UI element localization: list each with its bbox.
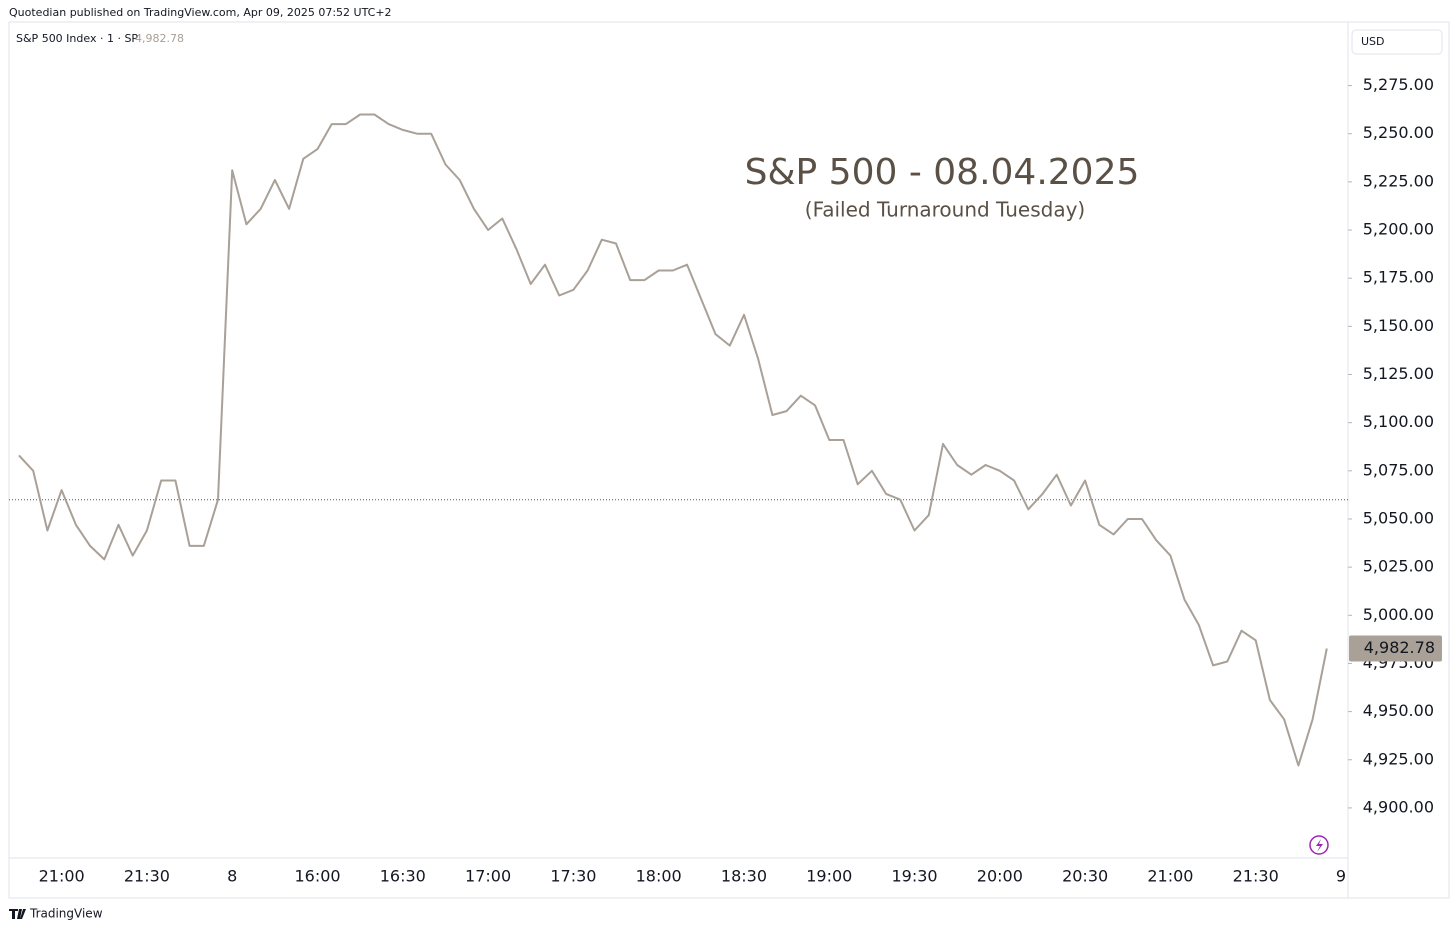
x-tick-label: 19:00 bbox=[806, 867, 852, 886]
y-tick-label: 5,125.00 bbox=[1363, 364, 1434, 383]
publisher: Quotedian published on TradingView.com, … bbox=[9, 6, 392, 19]
symbol: S&P 500 Index · 1 · SP bbox=[16, 32, 138, 45]
chart-subtitle: (Failed Turnaround Tuesday) bbox=[805, 198, 1085, 222]
last-price-label: 4,982.78 bbox=[1364, 638, 1435, 657]
x-tick-label: 21:30 bbox=[124, 867, 170, 886]
x-tick-label: 16:30 bbox=[380, 867, 426, 886]
x-tick-label: 17:30 bbox=[550, 867, 596, 886]
y-tick-label: 5,150.00 bbox=[1363, 316, 1434, 335]
x-tick-label: 20:30 bbox=[1062, 867, 1108, 886]
y-tick-label: 5,275.00 bbox=[1363, 75, 1434, 94]
y-tick-label: 5,250.00 bbox=[1363, 123, 1434, 142]
y-tick-label: 5,100.00 bbox=[1363, 412, 1434, 431]
currency[interactable]: USD bbox=[1361, 35, 1385, 48]
x-tick-label: 8 bbox=[227, 867, 237, 886]
y-tick-label: 5,000.00 bbox=[1363, 605, 1434, 624]
x-tick-label: 9 bbox=[1336, 867, 1346, 886]
x-tick-label: 21:30 bbox=[1233, 867, 1279, 886]
footer-logo bbox=[9, 909, 26, 919]
price-line bbox=[18, 113, 1328, 767]
currency-box[interactable] bbox=[1351, 29, 1443, 55]
last-price-tag bbox=[1349, 635, 1442, 662]
y-tick-label: 5,175.00 bbox=[1363, 268, 1434, 287]
y-tick-label: 5,075.00 bbox=[1363, 460, 1434, 479]
x-tick-label: 21:00 bbox=[1147, 867, 1193, 886]
x-tick-label: 20:00 bbox=[977, 867, 1023, 886]
x-tick-label: 18:30 bbox=[721, 867, 767, 886]
x-tick-label: 19:30 bbox=[891, 867, 937, 886]
x-tick-label: 18:00 bbox=[636, 867, 682, 886]
x-tick-label: 21:00 bbox=[39, 867, 85, 886]
lightning-icon[interactable] bbox=[1309, 835, 1329, 855]
y-tick-label: 5,050.00 bbox=[1363, 508, 1434, 527]
chart-title: S&P 500 - 08.04.2025 bbox=[745, 152, 1140, 193]
x-tick-label: 16:00 bbox=[294, 867, 340, 886]
last-price-header: 4,982.78 bbox=[135, 32, 184, 45]
chart-frame bbox=[8, 21, 1450, 899]
footer-brand: TradingView bbox=[29, 907, 103, 921]
y-tick-label: 5,025.00 bbox=[1363, 557, 1434, 576]
y-tick-label: 5,225.00 bbox=[1363, 171, 1434, 190]
y-tick-label: 4,950.00 bbox=[1363, 701, 1434, 720]
y-tick-label: 4,925.00 bbox=[1363, 749, 1434, 768]
y-tick-label: 4,900.00 bbox=[1363, 797, 1434, 816]
y-tick-label: 5,200.00 bbox=[1363, 220, 1434, 239]
x-tick-label: 17:00 bbox=[465, 867, 511, 886]
